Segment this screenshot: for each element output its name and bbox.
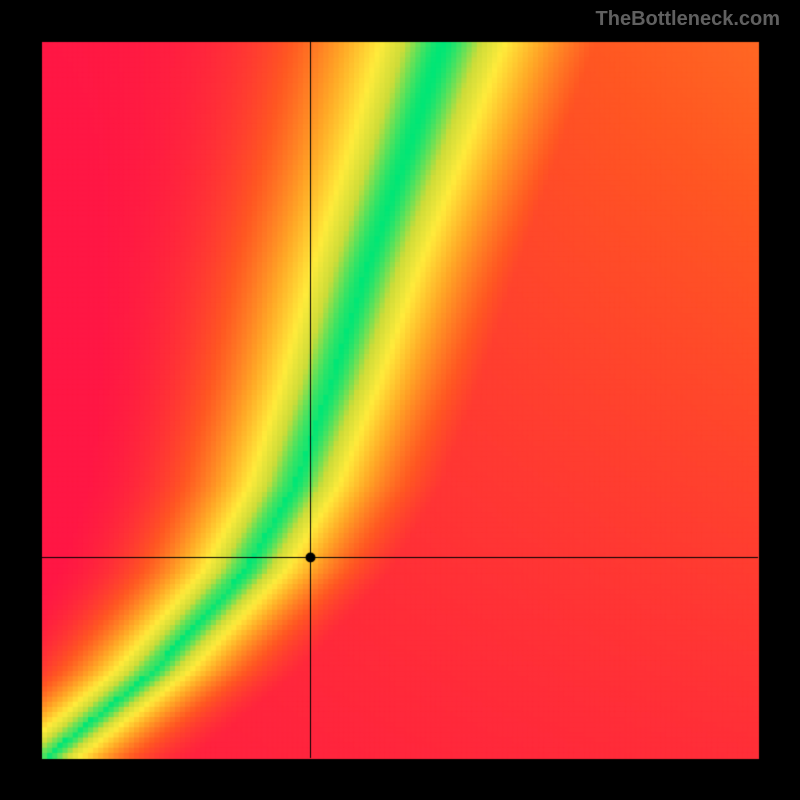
heatmap-canvas <box>0 0 800 800</box>
chart-container: TheBottleneck.com <box>0 0 800 800</box>
watermark-text: TheBottleneck.com <box>596 8 780 31</box>
